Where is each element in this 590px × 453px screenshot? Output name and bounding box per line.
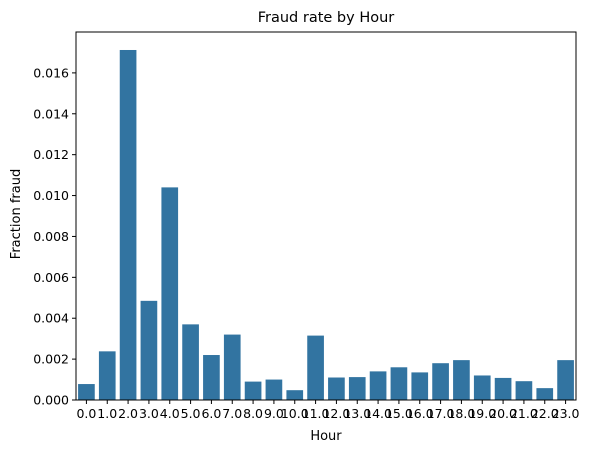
bar-hour-0.0	[78, 384, 95, 400]
bar-hour-3.0	[141, 301, 158, 400]
bar-hour-17.0	[432, 363, 449, 400]
y-tick-label: 0.016	[33, 65, 69, 80]
bar-hour-2.0	[120, 50, 137, 400]
bar-hour-10.0	[286, 390, 303, 400]
y-axis: 0.000 0.002 0.004 0.006 0.008 0.010 0.012 0.014…	[33, 65, 76, 407]
bar-hour-9.0	[266, 380, 283, 400]
y-tick-label: 0.010	[33, 188, 69, 203]
x-tick-label: 7.0	[222, 406, 242, 421]
x-axis-label: Hour	[310, 429, 342, 444]
x-axis: 0.0 1.0 2.0 3.0 4.0 5.0 6.0 7.0 8.0 9.010.011.012…	[76, 400, 579, 421]
bars-group	[78, 50, 574, 400]
bar-hour-8.0	[245, 382, 262, 400]
x-tick-label: 4.0	[160, 406, 180, 421]
x-tick-label: 3.0	[139, 406, 159, 421]
bar-hour-19.0	[474, 375, 491, 400]
chart-title: Fraud rate by Hour	[258, 10, 395, 26]
x-tick-label: 23.0	[552, 406, 580, 421]
y-tick-label: 0.014	[33, 106, 69, 121]
bar-hour-21.0	[516, 381, 533, 400]
bar-hour-22.0	[536, 388, 553, 400]
bar-hour-18.0	[453, 360, 470, 400]
y-tick-label: 0.012	[33, 147, 69, 162]
x-tick-label: 6.0	[201, 406, 221, 421]
x-tick-label: 5.0	[181, 406, 201, 421]
x-tick-label: 8.0	[243, 406, 263, 421]
bar-hour-13.0	[349, 377, 366, 400]
bar-hour-6.0	[203, 355, 220, 400]
x-tick-label: 2.0	[118, 406, 138, 421]
bar-hour-16.0	[411, 372, 428, 400]
y-tick-label: 0.002	[33, 352, 69, 367]
y-axis-label: Fraction fraud	[9, 169, 24, 259]
bar-hour-4.0	[161, 187, 178, 400]
bar-hour-1.0	[99, 351, 116, 400]
x-tick-label: 1.0	[97, 406, 117, 421]
bar-hour-23.0	[557, 360, 574, 400]
y-tick-label: 0.008	[33, 229, 69, 244]
bar-hour-15.0	[391, 367, 408, 400]
bar-hour-14.0	[370, 371, 387, 400]
bar-hour-7.0	[224, 335, 241, 400]
bar-hour-5.0	[182, 324, 199, 400]
bar-hour-11.0	[307, 336, 324, 400]
bar-hour-12.0	[328, 378, 345, 400]
y-tick-label: 0.004	[33, 311, 69, 326]
y-tick-label: 0.000	[33, 393, 69, 408]
y-tick-label: 0.006	[33, 270, 69, 285]
x-tick-label: 0.0	[76, 406, 96, 421]
bar-hour-20.0	[495, 378, 512, 400]
